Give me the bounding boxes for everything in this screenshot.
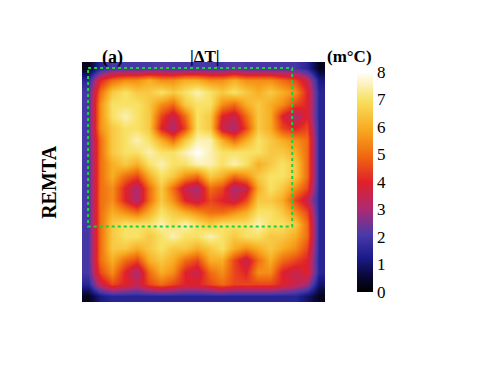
svg-text:5: 5	[377, 145, 386, 164]
svg-text:REMTA: REMTA	[38, 145, 60, 219]
svg-text:|ΔT|: |ΔT|	[190, 47, 219, 66]
svg-text:7: 7	[377, 90, 386, 109]
svg-text:8: 8	[377, 63, 386, 82]
svg-text:(m°C): (m°C)	[327, 47, 372, 66]
svg-text:(a): (a)	[102, 47, 123, 68]
svg-text:6: 6	[377, 118, 386, 137]
svg-text:3: 3	[377, 200, 386, 219]
svg-text:0: 0	[377, 283, 386, 302]
svg-text:4: 4	[377, 173, 386, 192]
svg-text:2: 2	[377, 228, 386, 247]
svg-text:1: 1	[377, 255, 386, 274]
